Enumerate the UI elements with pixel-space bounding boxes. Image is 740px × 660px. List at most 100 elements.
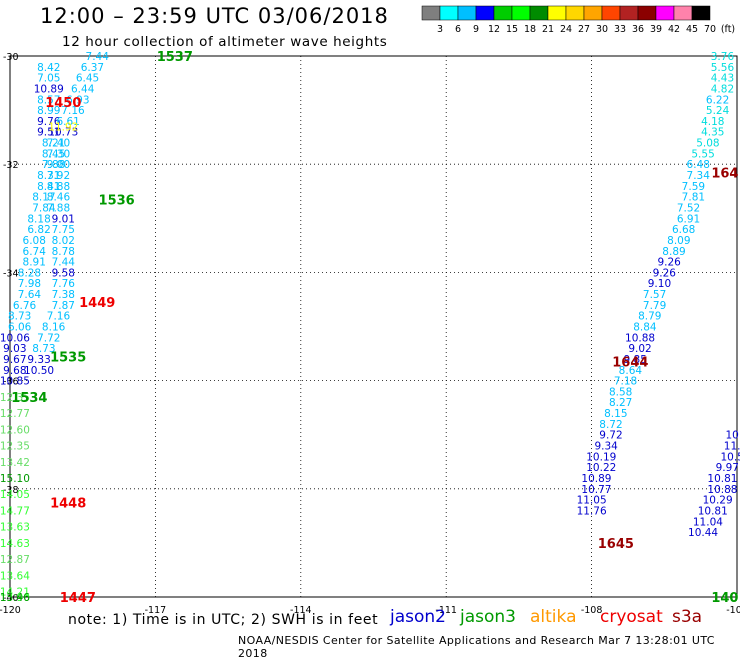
wave-height-value: 13.64 — [0, 570, 30, 582]
colorbar-label: 18 — [524, 24, 536, 35]
wave-height-value: 9.51 — [37, 127, 60, 139]
wave-height-value: 10.19 — [586, 451, 616, 463]
wave-height-value: 9.00 — [47, 159, 70, 171]
colorbar-swatch — [637, 5, 657, 21]
wave-height-value: 8.46 — [47, 192, 71, 204]
wave-height-value: 8.58 — [609, 386, 632, 398]
wave-height-value: 10.50 — [24, 365, 54, 377]
wave-height-value: 5.56 — [711, 62, 735, 74]
colorbar-swatch — [457, 5, 477, 21]
wave-height-value: 7.16 — [61, 105, 85, 117]
wave-height-value: 10.22 — [586, 462, 616, 474]
wave-height-value: 7.79 — [643, 300, 666, 312]
wave-height-value: 11.05 — [577, 495, 607, 507]
wave-height-value: 13.90 — [0, 592, 30, 604]
colorbar-label: 6 — [455, 24, 461, 35]
wave-height-value: 9.33 — [27, 354, 50, 366]
wave-height-value: 7.18 — [614, 376, 637, 388]
pass-time-label: 1449 — [79, 296, 115, 311]
wave-height-value: 7.16 — [47, 311, 71, 323]
pass-time-label: 1448 — [50, 496, 86, 511]
mission-cryosat: cryosat — [600, 607, 663, 627]
colorbar-label: 12 — [488, 24, 500, 35]
wave-height-value: 9.97 — [716, 462, 739, 474]
wave-height-value: 5.55 — [691, 148, 714, 160]
mission-altika: altika — [530, 607, 577, 627]
colorbar-label: 27 — [578, 24, 590, 35]
colorbar-swatch — [565, 5, 585, 21]
wave-height-value: 10.81 — [698, 505, 728, 517]
wave-height-value: 7.44 — [52, 257, 76, 269]
colorbar-swatch — [673, 5, 693, 21]
wave-height-value: 8.17 — [32, 192, 55, 204]
mission-s3a: s3a — [672, 607, 703, 627]
wave-height-value: 11.76 — [577, 505, 607, 517]
wave-height-value: 7.87 — [52, 300, 75, 312]
wave-height-value: 6.76 — [13, 300, 37, 312]
colorbar-label: 15 — [506, 24, 518, 35]
colorbar-swatch — [511, 5, 531, 21]
colorbar-label: 45 — [686, 24, 698, 35]
y-tick-label: -34 — [3, 268, 19, 279]
pass-time-label: 1450 — [45, 96, 81, 111]
colorbar-label: 42 — [668, 24, 680, 35]
wave-height-value: 7.76 — [52, 278, 76, 290]
colorbar-label: 3 — [437, 24, 443, 35]
wave-height-value: 8.78 — [52, 246, 75, 258]
colorbar-swatch — [475, 5, 495, 21]
wave-height-value: 10.81 — [707, 473, 737, 485]
wave-height-value: 6.45 — [76, 73, 99, 85]
colorbar-label: 70 — [704, 24, 716, 35]
wave-height-value: 13.63 — [0, 522, 30, 534]
wave-height-value: 13.42 — [0, 457, 30, 469]
wave-height-value: 8.45 — [42, 148, 65, 160]
wave-height-value: 7.98 — [18, 278, 41, 290]
wave-height-value: 10.85 — [0, 376, 30, 388]
wave-height-value: 7.72 — [37, 332, 60, 344]
x-tick-label: -108 — [581, 605, 603, 616]
wave-height-value: 12.35 — [0, 441, 30, 453]
wave-height-value: 6.22 — [706, 94, 729, 106]
colorbar-swatch — [529, 5, 549, 21]
pass-time-label: 1644 — [612, 356, 648, 371]
wave-height-value: 10.5 — [720, 451, 740, 463]
plot-area: -120 -117 -114 -111 -108 -105 -30 -32 -34 -36 -38 -… — [0, 50, 740, 616]
wave-height-value: 8.73 — [8, 311, 31, 323]
wave-height-value: 8.57 — [37, 94, 60, 106]
wave-height-value: 8.73 — [32, 343, 55, 355]
wave-height-value: 4.18 — [701, 116, 724, 128]
page-subtitle: 12 hour collection of altimeter wave hei… — [62, 34, 388, 50]
wave-height-value: 9.03 — [3, 343, 26, 355]
wave-height-value: 9.76 — [37, 116, 61, 128]
wave-height-value: 6.68 — [672, 224, 695, 236]
x-tick-label: -105 — [726, 605, 740, 616]
wave-height-value: 8.64 — [619, 365, 643, 377]
colorbar-swatch — [421, 5, 441, 21]
wave-height-value: 14.21 — [0, 587, 30, 599]
wave-height-value: 5.24 — [706, 105, 730, 117]
y-tick-label: -32 — [3, 160, 19, 171]
wave-height-value: 8.28 — [18, 267, 41, 279]
wave-height-value: 9.85 — [624, 354, 647, 366]
wave-height-value: 6.37 — [81, 62, 104, 74]
wave-height-value: 7.30 — [47, 148, 70, 160]
wave-height-value: 9.26 — [657, 257, 681, 269]
wave-height-value: 7.44 — [86, 51, 110, 63]
pass-time-label: 140 — [711, 591, 738, 606]
colorbar-swatch — [691, 5, 711, 21]
wave-height-value: 7.52 — [677, 202, 700, 214]
colorbar: 3 6 9 12 15 18 21 24 27 30 33 36 39 42 45 70 (ft) — [421, 5, 735, 35]
wave-height-value: 4.82 — [711, 83, 734, 95]
colorbar-label: 33 — [614, 24, 626, 35]
wave-height-value: 8.02 — [52, 235, 75, 247]
mission-jason3: jason3 — [460, 607, 516, 627]
wave-height-value: 8.27 — [609, 397, 632, 409]
wave-height-value: 10.88 — [707, 484, 737, 496]
wave-height-value: 7.05 — [37, 73, 60, 85]
y-tick-label: -40 — [3, 593, 19, 604]
wave-height-value: 6.06 — [8, 322, 32, 334]
colorbar-label: 24 — [560, 24, 572, 35]
pass-time-label: 1447 — [60, 591, 96, 606]
wave-height-value: 9.67 — [3, 354, 26, 366]
